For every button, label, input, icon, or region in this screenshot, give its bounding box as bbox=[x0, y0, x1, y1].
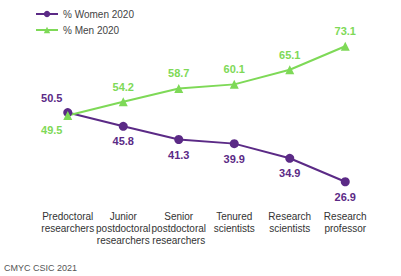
svg-text:60.1: 60.1 bbox=[224, 63, 245, 75]
svg-text:researchers: researchers bbox=[41, 223, 94, 234]
svg-text:postdoctoral: postdoctoral bbox=[152, 223, 206, 234]
svg-text:34.9: 34.9 bbox=[279, 167, 300, 179]
svg-text:postdoctoral: postdoctoral bbox=[96, 223, 150, 234]
svg-text:researchers: researchers bbox=[97, 235, 150, 246]
svg-text:Research: Research bbox=[268, 211, 311, 222]
svg-text:73.1: 73.1 bbox=[335, 25, 356, 37]
svg-text:professor: professor bbox=[324, 223, 366, 234]
svg-text:CMYC CSIC 2021: CMYC CSIC 2021 bbox=[4, 263, 77, 273]
svg-text:58.7: 58.7 bbox=[168, 67, 189, 79]
svg-text:54.2: 54.2 bbox=[113, 81, 134, 93]
svg-text:Research: Research bbox=[324, 211, 367, 222]
svg-text:Tenured: Tenured bbox=[216, 211, 252, 222]
svg-text:Senior: Senior bbox=[164, 211, 194, 222]
svg-text:45.8: 45.8 bbox=[113, 135, 134, 147]
svg-text:scientists: scientists bbox=[269, 223, 310, 234]
svg-text:% Men 2020: % Men 2020 bbox=[63, 25, 120, 36]
svg-text:Junior: Junior bbox=[110, 211, 138, 222]
svg-text:39.9: 39.9 bbox=[224, 153, 245, 165]
svg-text:Predoctoral: Predoctoral bbox=[42, 211, 93, 222]
svg-text:researchers: researchers bbox=[152, 235, 205, 246]
svg-text:49.5: 49.5 bbox=[41, 124, 62, 136]
svg-text:41.3: 41.3 bbox=[168, 149, 189, 161]
svg-text:% Women 2020: % Women 2020 bbox=[63, 9, 134, 20]
svg-text:65.1: 65.1 bbox=[279, 49, 300, 61]
svg-text:26.9: 26.9 bbox=[335, 191, 356, 203]
svg-text:scientists: scientists bbox=[214, 223, 255, 234]
svg-text:50.5: 50.5 bbox=[41, 92, 62, 104]
